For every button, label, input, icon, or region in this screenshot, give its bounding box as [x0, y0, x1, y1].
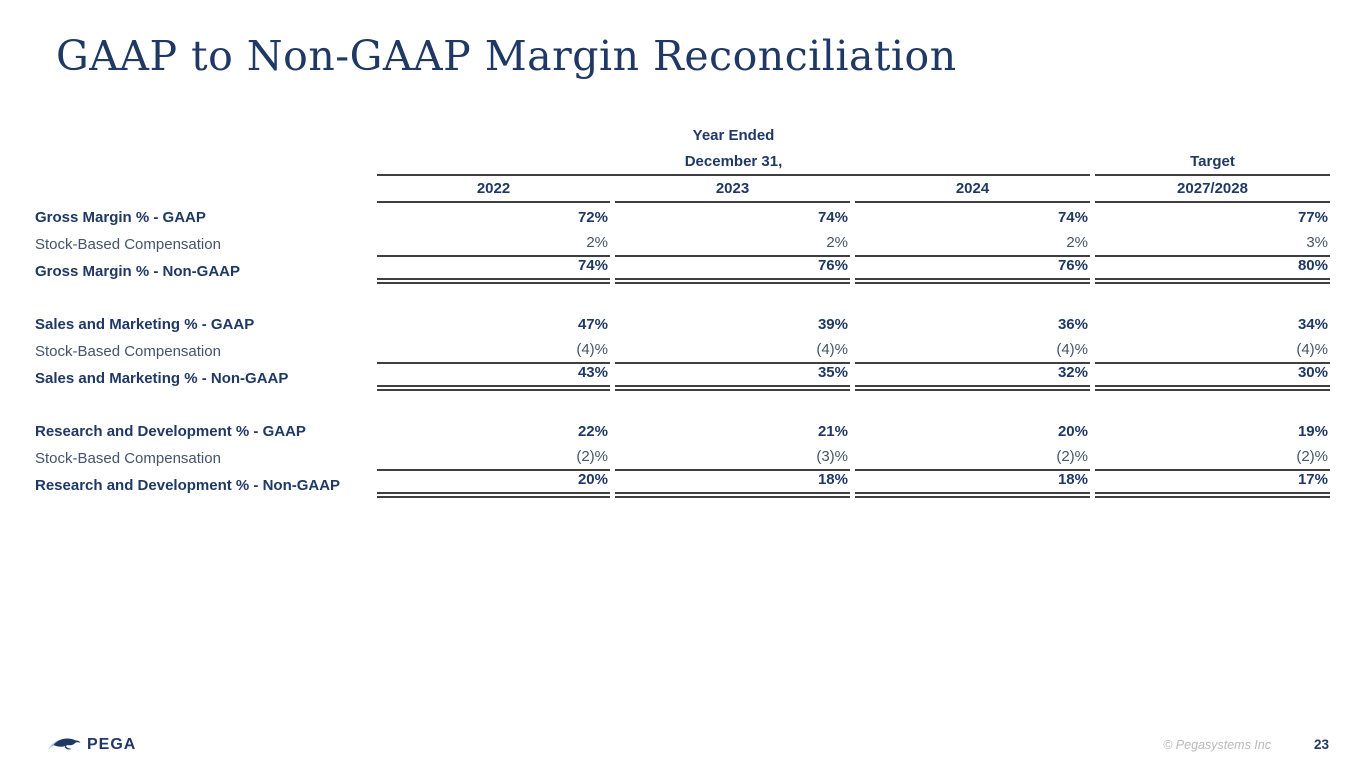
pega-bird-icon [46, 734, 82, 756]
cell-value: 20% [377, 471, 610, 498]
header-spacer [35, 120, 372, 148]
cell-value: 19% [1297, 423, 1328, 440]
row-label: Stock-Based Compensation [35, 343, 221, 360]
cell-value: (4)% [615, 337, 850, 364]
row-label: Sales and Marketing % - Non-GAAP [35, 370, 289, 387]
row-label: Research and Development % - GAAP [35, 423, 306, 440]
cell-value: 17% [1095, 471, 1330, 498]
row-label: Gross Margin % - Non-GAAP [35, 263, 241, 280]
cell-value: 43% [377, 364, 610, 391]
table-header-group-row2: December 31, Target [35, 148, 1330, 176]
cell-value: 32% [855, 364, 1090, 391]
cell-value: 39% [817, 316, 848, 333]
cell-value: (2)% [855, 444, 1090, 471]
row-label: Gross Margin % - GAAP [35, 209, 206, 226]
table-row: Stock-Based Compensation (2)% (3)% (2)% … [35, 444, 1330, 471]
cell-value: 74% [817, 209, 848, 226]
page-title: GAAP to Non-GAAP Margin Reconciliation [56, 32, 957, 80]
cell-value: 47% [577, 316, 608, 333]
table-block-research-development: Research and Development % - GAAP 22% 21… [35, 417, 1330, 498]
cell-value: (4)% [377, 337, 610, 364]
cell-value: 20% [1057, 423, 1088, 440]
table-block-sales-marketing: Sales and Marketing % - GAAP 47% 39% 36%… [35, 310, 1330, 391]
table-row: Sales and Marketing % - GAAP 47% 39% 36%… [35, 310, 1330, 337]
cell-value: (2)% [1095, 444, 1330, 471]
cell-value: 21% [817, 423, 848, 440]
page-number: 23 [1313, 737, 1329, 752]
table-row: Stock-Based Compensation 2% 2% 2% 3% [35, 230, 1330, 257]
pega-logo-text: PEGA [87, 736, 137, 753]
cell-value: 2% [377, 230, 610, 257]
row-label: Stock-Based Compensation [35, 450, 221, 467]
table-block-gross-margin: Gross Margin % - GAAP 72% 74% 74% 77% St… [35, 203, 1330, 284]
cell-value: 35% [615, 364, 850, 391]
table-row: Stock-Based Compensation (4)% (4)% (4)% … [35, 337, 1330, 364]
cell-value: 2% [615, 230, 850, 257]
cell-value: (4)% [855, 337, 1090, 364]
table-header-group-row1: Year Ended [35, 120, 1330, 148]
table-row: Gross Margin % - GAAP 72% 74% 74% 77% [35, 203, 1330, 230]
margin-reconciliation-table: Year Ended December 31, Target 2022 2023… [35, 120, 1330, 498]
table-row: Sales and Marketing % - Non-GAAP 43% 35%… [35, 364, 1330, 391]
table-row: Research and Development % - GAAP 22% 21… [35, 417, 1330, 444]
cell-value: 72% [577, 209, 608, 226]
table-row: Research and Development % - Non-GAAP 20… [35, 471, 1330, 498]
header-spacer [1095, 120, 1330, 148]
column-header-2023: 2023 [615, 176, 850, 203]
cell-value: 18% [615, 471, 850, 498]
header-spacer [35, 176, 372, 203]
cell-value: (4)% [1095, 337, 1330, 364]
column-header-2024: 2024 [855, 176, 1090, 203]
cell-value: 18% [855, 471, 1090, 498]
cell-value: 80% [1095, 257, 1330, 284]
copyright-text: © Pegasystems Inc [1163, 738, 1271, 752]
row-label: Stock-Based Compensation [35, 236, 221, 253]
column-header-target-years: 2027/2028 [1095, 176, 1330, 203]
cell-value: 36% [1057, 316, 1088, 333]
cell-value: 22% [577, 423, 608, 440]
cell-value: 76% [615, 257, 850, 284]
cell-value: 3% [1095, 230, 1330, 257]
cell-value: 74% [1057, 209, 1088, 226]
cell-value: (2)% [377, 444, 610, 471]
cell-value: 30% [1095, 364, 1330, 391]
cell-value: 34% [1297, 316, 1328, 333]
pega-logo: PEGA [46, 734, 136, 756]
column-header-2022: 2022 [377, 176, 610, 203]
row-label: Research and Development % - Non-GAAP [35, 477, 341, 494]
table-header-columns: 2022 2023 2024 2027/2028 [35, 176, 1330, 203]
row-label: Sales and Marketing % - GAAP [35, 316, 255, 333]
header-spacer [35, 148, 372, 176]
header-year-ended: Year Ended [692, 127, 775, 144]
cell-value: 76% [855, 257, 1090, 284]
table-row: Gross Margin % - Non-GAAP 74% 76% 76% 80… [35, 257, 1330, 284]
cell-value: (3)% [615, 444, 850, 471]
cell-value: 77% [1297, 209, 1328, 226]
header-target: Target [1095, 148, 1330, 176]
cell-value: 2% [855, 230, 1090, 257]
header-december-31: December 31, [377, 148, 1090, 176]
cell-value: 74% [377, 257, 610, 284]
